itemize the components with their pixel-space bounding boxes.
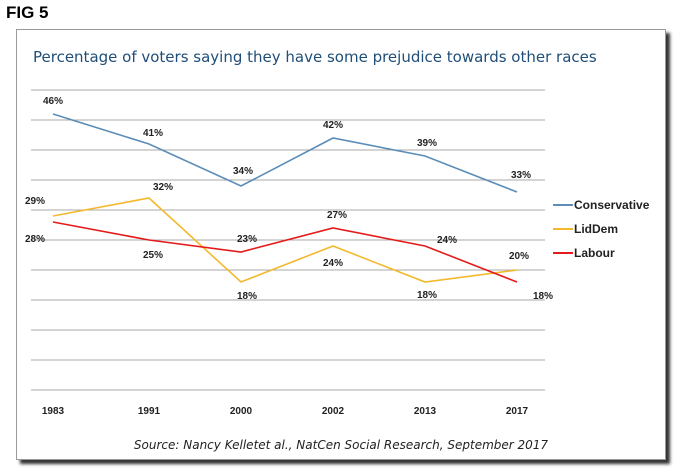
series-lines — [52, 113, 518, 283]
data-label-conservative: 41% — [143, 128, 163, 139]
data-label-conservative: 46% — [43, 96, 63, 107]
data-label-labour: 24% — [437, 235, 457, 246]
data-label-liddem: 24% — [323, 258, 343, 269]
data-label-conservative: 39% — [417, 138, 437, 149]
x-tick-label: 2002 — [322, 406, 345, 417]
data-labels: 46% 41% 34% 42% 39% 33% 29% 32% 18% 24% 18% 20% 28% 2… — [25, 96, 553, 302]
series-line-labour — [52, 221, 518, 283]
series-line-liddem — [52, 197, 518, 283]
legend-label-conservative: Conservative — [574, 198, 650, 212]
x-tick-labels: 1983 1991 2000 2002 2013 2017 — [42, 406, 529, 417]
data-label-liddem: 18% — [417, 290, 437, 301]
chart-frame: Percentage of voters saying they have so… — [16, 29, 666, 460]
data-label-labour: 25% — [143, 250, 163, 261]
legend-label-liddem: LidDem — [574, 222, 618, 236]
data-label-liddem: 29% — [25, 196, 45, 207]
data-label-labour: 18% — [533, 291, 553, 302]
x-tick-label: 2013 — [414, 406, 437, 417]
legend: Conservative LidDem Labour — [553, 198, 650, 260]
line-chart: 46% 41% 34% 42% 39% 33% 29% 32% 18% 24% 18% 20% 28% 2… — [25, 89, 650, 417]
data-label-labour: 27% — [327, 210, 347, 221]
data-label-labour: 28% — [25, 234, 45, 245]
data-label-labour: 23% — [237, 234, 257, 245]
x-tick-label: 2017 — [506, 406, 529, 417]
x-tick-label: 1991 — [138, 406, 161, 417]
x-tick-label: 1983 — [42, 406, 65, 417]
data-label-conservative: 34% — [233, 166, 253, 177]
data-label-conservative: 33% — [511, 170, 531, 181]
chart-title: Percentage of voters saying they have so… — [33, 48, 597, 66]
figure-label: FIG 5 — [6, 3, 49, 22]
data-label-liddem: 20% — [509, 251, 529, 262]
data-label-liddem: 32% — [153, 182, 173, 193]
x-tick-label: 2000 — [230, 406, 253, 417]
legend-label-labour: Labour — [574, 246, 615, 260]
series-line-conservative — [52, 113, 518, 193]
data-label-conservative: 42% — [323, 120, 343, 131]
gridlines — [31, 89, 545, 391]
source-note: Source: Nancy Kelletet al., NatCen Socia… — [133, 438, 549, 452]
data-label-liddem: 18% — [237, 291, 257, 302]
